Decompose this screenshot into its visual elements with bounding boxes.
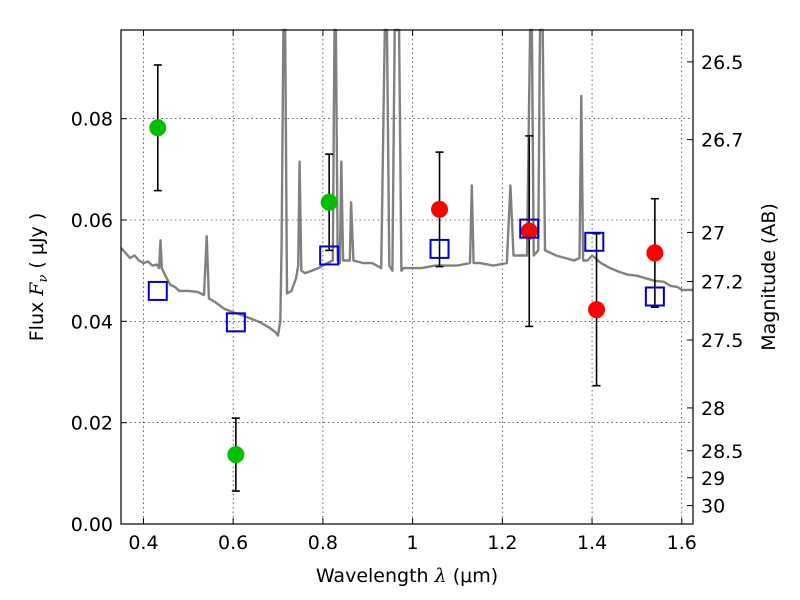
data-point: [646, 244, 664, 262]
y-tick-label: 0.00: [71, 514, 113, 536]
model-point: [319, 245, 340, 266]
y2-tick-label: 30: [701, 496, 725, 518]
model-point: [519, 218, 540, 239]
y-axis-title: Flux Fν ( μJy ): [26, 213, 51, 342]
y2-tick-label: 29: [701, 468, 725, 490]
x-tick-label: 0.4: [128, 532, 158, 554]
y2-tick-label: 28.5: [701, 441, 743, 463]
data-point: [149, 119, 167, 137]
spectrum-line: [120, 28, 693, 337]
data-point: [320, 193, 338, 211]
model-point: [644, 286, 665, 307]
y2-tick-label: 27: [701, 222, 725, 244]
model-point: [225, 312, 246, 333]
y-tick-label: 0.06: [71, 210, 113, 232]
y2-tick-label: 28: [701, 398, 725, 420]
model-point: [147, 280, 168, 301]
y-tick-label: 0.02: [71, 413, 113, 435]
x-tick-label: 1: [407, 532, 419, 554]
x-tick-label: 1.6: [667, 532, 697, 554]
x-tick-label: 0.6: [218, 532, 248, 554]
data-point: [588, 301, 606, 319]
data-marks: [147, 64, 665, 492]
x-tick-label: 1.4: [577, 532, 607, 554]
y2-tick-label: 27.5: [701, 330, 743, 352]
ticks: 0.4 0.6 0.8 1 1.2 1.4 1.6 0.00 0.02 0.04 0.06 0.08 2…: [71, 30, 743, 554]
model-point: [429, 238, 450, 259]
y2-tick-label: 27.2: [701, 271, 743, 293]
y2-axis-title: Magnitude (AB): [758, 203, 780, 351]
y2-tick-label: 26.5: [701, 52, 743, 74]
data-point: [431, 200, 449, 218]
x-tick-label: 0.8: [308, 532, 338, 554]
plot-background: [121, 30, 693, 524]
model-point: [584, 231, 605, 252]
plot-frame: [120, 29, 694, 525]
y-tick-label: 0.04: [71, 311, 113, 333]
x-tick-label: 1.2: [487, 532, 517, 554]
x-axis-title: Wavelength λ (μm): [316, 565, 498, 587]
spectrum-layer: [120, 28, 693, 337]
y2-tick-label: 26.7: [701, 130, 743, 152]
y-tick-label: 0.08: [71, 109, 113, 131]
data-point: [227, 446, 245, 464]
